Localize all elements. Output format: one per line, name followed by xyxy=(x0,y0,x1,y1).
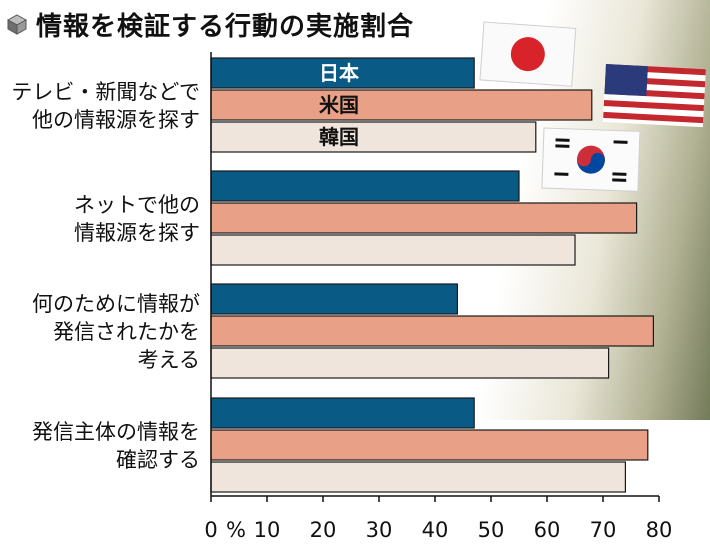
x-tick-label-10: 10 xyxy=(254,518,281,542)
category-label-3-1: 確認する xyxy=(116,448,200,472)
bar-usa-0 xyxy=(210,89,593,121)
usa-flag-icon xyxy=(602,64,706,128)
bar-korea-2 xyxy=(210,347,610,379)
bar-japan-3 xyxy=(210,397,475,429)
category-label-2-2: 考える xyxy=(138,348,200,372)
category-label-1-1: 情報源を探す xyxy=(74,221,200,245)
legend-label-japan: 日本 xyxy=(319,61,359,85)
bar-usa-1 xyxy=(210,202,638,234)
bar-japan-1 xyxy=(210,170,520,202)
korea-flag-icon xyxy=(541,127,641,192)
bar-japan-0 xyxy=(210,57,475,89)
bar-korea-0 xyxy=(210,121,537,153)
x-tick-label-0: 0 xyxy=(204,518,217,542)
bar-usa-3 xyxy=(210,429,649,461)
x-unit-label: % xyxy=(226,518,246,542)
x-tick-label-20: 20 xyxy=(310,518,337,542)
x-tick-label-40: 40 xyxy=(422,518,449,542)
category-label-3-0: 発信主体の情報を xyxy=(32,420,200,444)
bar-korea-3 xyxy=(210,461,626,493)
category-label-0-0: テレビ・新聞などで xyxy=(11,80,200,104)
x-tick-label-80: 80 xyxy=(646,518,673,542)
chart-title-bar: 情報を検証する行動の実施割合 xyxy=(6,4,414,44)
x-axis-ticks: 0 10 20 30 40 50 60 70 80% xyxy=(204,496,672,542)
legend-label-korea: 韓国 xyxy=(319,125,359,149)
bar-japan-2 xyxy=(210,283,458,315)
bar-korea-1 xyxy=(210,234,576,266)
x-tick-label-30: 30 xyxy=(366,518,393,542)
bars-layer xyxy=(210,57,654,493)
category-label-2-1: 発信されたかを xyxy=(53,320,200,344)
category-label-1-0: ネットで他の xyxy=(74,193,200,217)
cube-icon xyxy=(6,14,28,35)
japan-flag-icon xyxy=(479,21,577,87)
category-label-2-0: 何のために情報が xyxy=(32,292,200,316)
x-tick-label-70: 70 xyxy=(590,518,617,542)
bar-usa-2 xyxy=(210,315,654,347)
category-labels: テレビ・新聞などで他の情報源を探すネットで他の情報源を探す何のために情報が発信さ… xyxy=(11,80,200,472)
x-tick-label-50: 50 xyxy=(478,518,505,542)
x-tick-label-60: 60 xyxy=(534,518,561,542)
chart-title: 情報を検証する行動の実施割合 xyxy=(36,11,415,42)
category-label-0-1: 他の情報源を探す xyxy=(32,108,200,132)
legend-label-usa: 米国 xyxy=(319,93,359,117)
